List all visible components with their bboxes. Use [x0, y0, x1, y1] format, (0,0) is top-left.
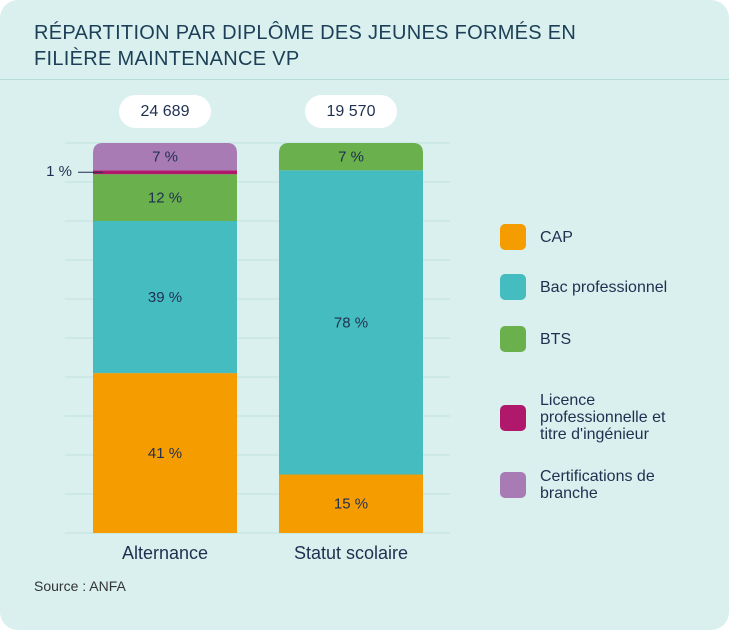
- data-label: 78 %: [334, 314, 368, 331]
- data-label: 41 %: [148, 445, 182, 462]
- legend-swatch: [500, 326, 526, 352]
- legend-swatch: [500, 472, 526, 498]
- data-label: 1 %: [46, 163, 72, 180]
- legend-label: Licence professionnelle et titre d'ingén…: [540, 392, 666, 443]
- data-label: 7 %: [338, 149, 364, 166]
- bar-segment: [279, 474, 423, 533]
- legend-label: BTS: [540, 330, 572, 348]
- legend-item: Bac professionnel: [500, 274, 700, 300]
- data-label: 39 %: [148, 289, 182, 306]
- bar-segment: [93, 174, 237, 221]
- data-label: 12 %: [148, 190, 182, 207]
- total-pill: [119, 95, 211, 128]
- bar-segment: [93, 143, 237, 171]
- source: Source : ANFA: [34, 578, 126, 594]
- legend-label: Bac professionnel: [540, 278, 668, 296]
- legend-label: CAP: [540, 228, 573, 246]
- total-pill: [305, 95, 397, 128]
- total-label: 19 570: [327, 103, 376, 120]
- x-tick-label: Alternance: [122, 543, 208, 563]
- legend-item: BTS: [500, 326, 700, 352]
- legend-item: Certifications de branche: [500, 468, 700, 502]
- divider: [0, 79, 729, 80]
- bar-segment: [93, 170, 237, 175]
- total-label: 24 689: [141, 103, 190, 120]
- legend-label: Certifications de branche: [540, 468, 655, 502]
- legend-swatch: [500, 274, 526, 300]
- bar-segment: [279, 143, 423, 171]
- chart-title: RÉPARTITION PAR DIPLÔME DES JEUNES FORMÉ…: [34, 22, 577, 70]
- data-label: 15 %: [334, 496, 368, 513]
- bar-group: [93, 143, 237, 533]
- bar-segment: [93, 373, 237, 533]
- legend-item: Licence professionnelle et titre d'ingén…: [500, 392, 700, 443]
- bar-segment: [93, 221, 237, 374]
- bar-segment: [279, 170, 423, 475]
- legend-item: CAP: [500, 224, 700, 250]
- x-tick-label: Statut scolaire: [294, 543, 408, 563]
- bar-group: [279, 143, 423, 533]
- data-label: 7 %: [152, 149, 178, 166]
- legend-swatch: [500, 224, 526, 250]
- legend-swatch: [500, 404, 526, 431]
